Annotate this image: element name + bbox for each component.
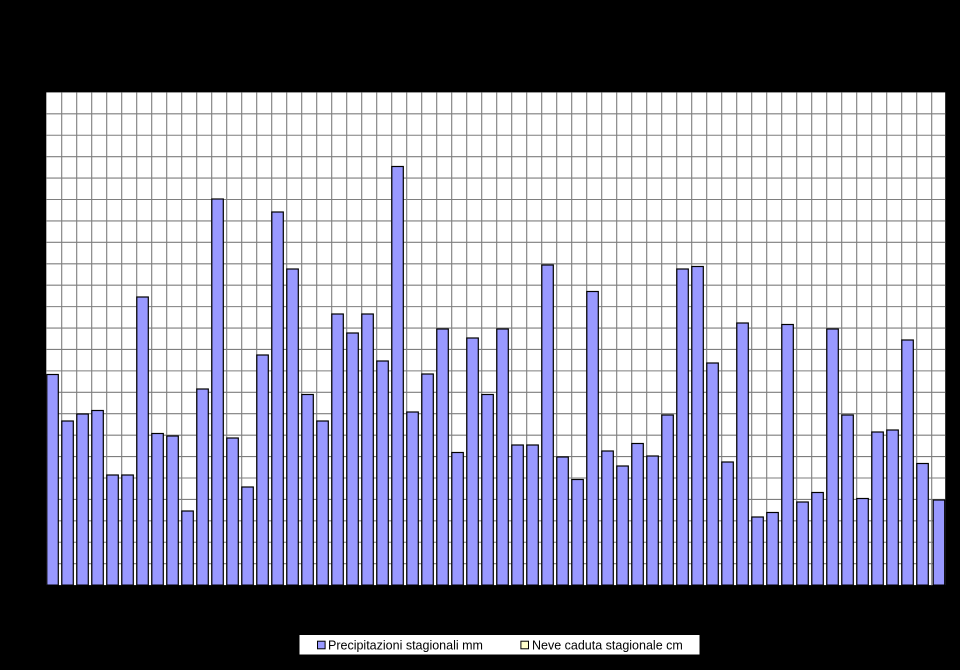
svg-text:Neve caduta stagionale cm: Neve caduta stagionale cm [532, 639, 683, 653]
svg-text:Precipitazioni stagionali mm: Precipitazioni stagionali mm [328, 639, 483, 653]
